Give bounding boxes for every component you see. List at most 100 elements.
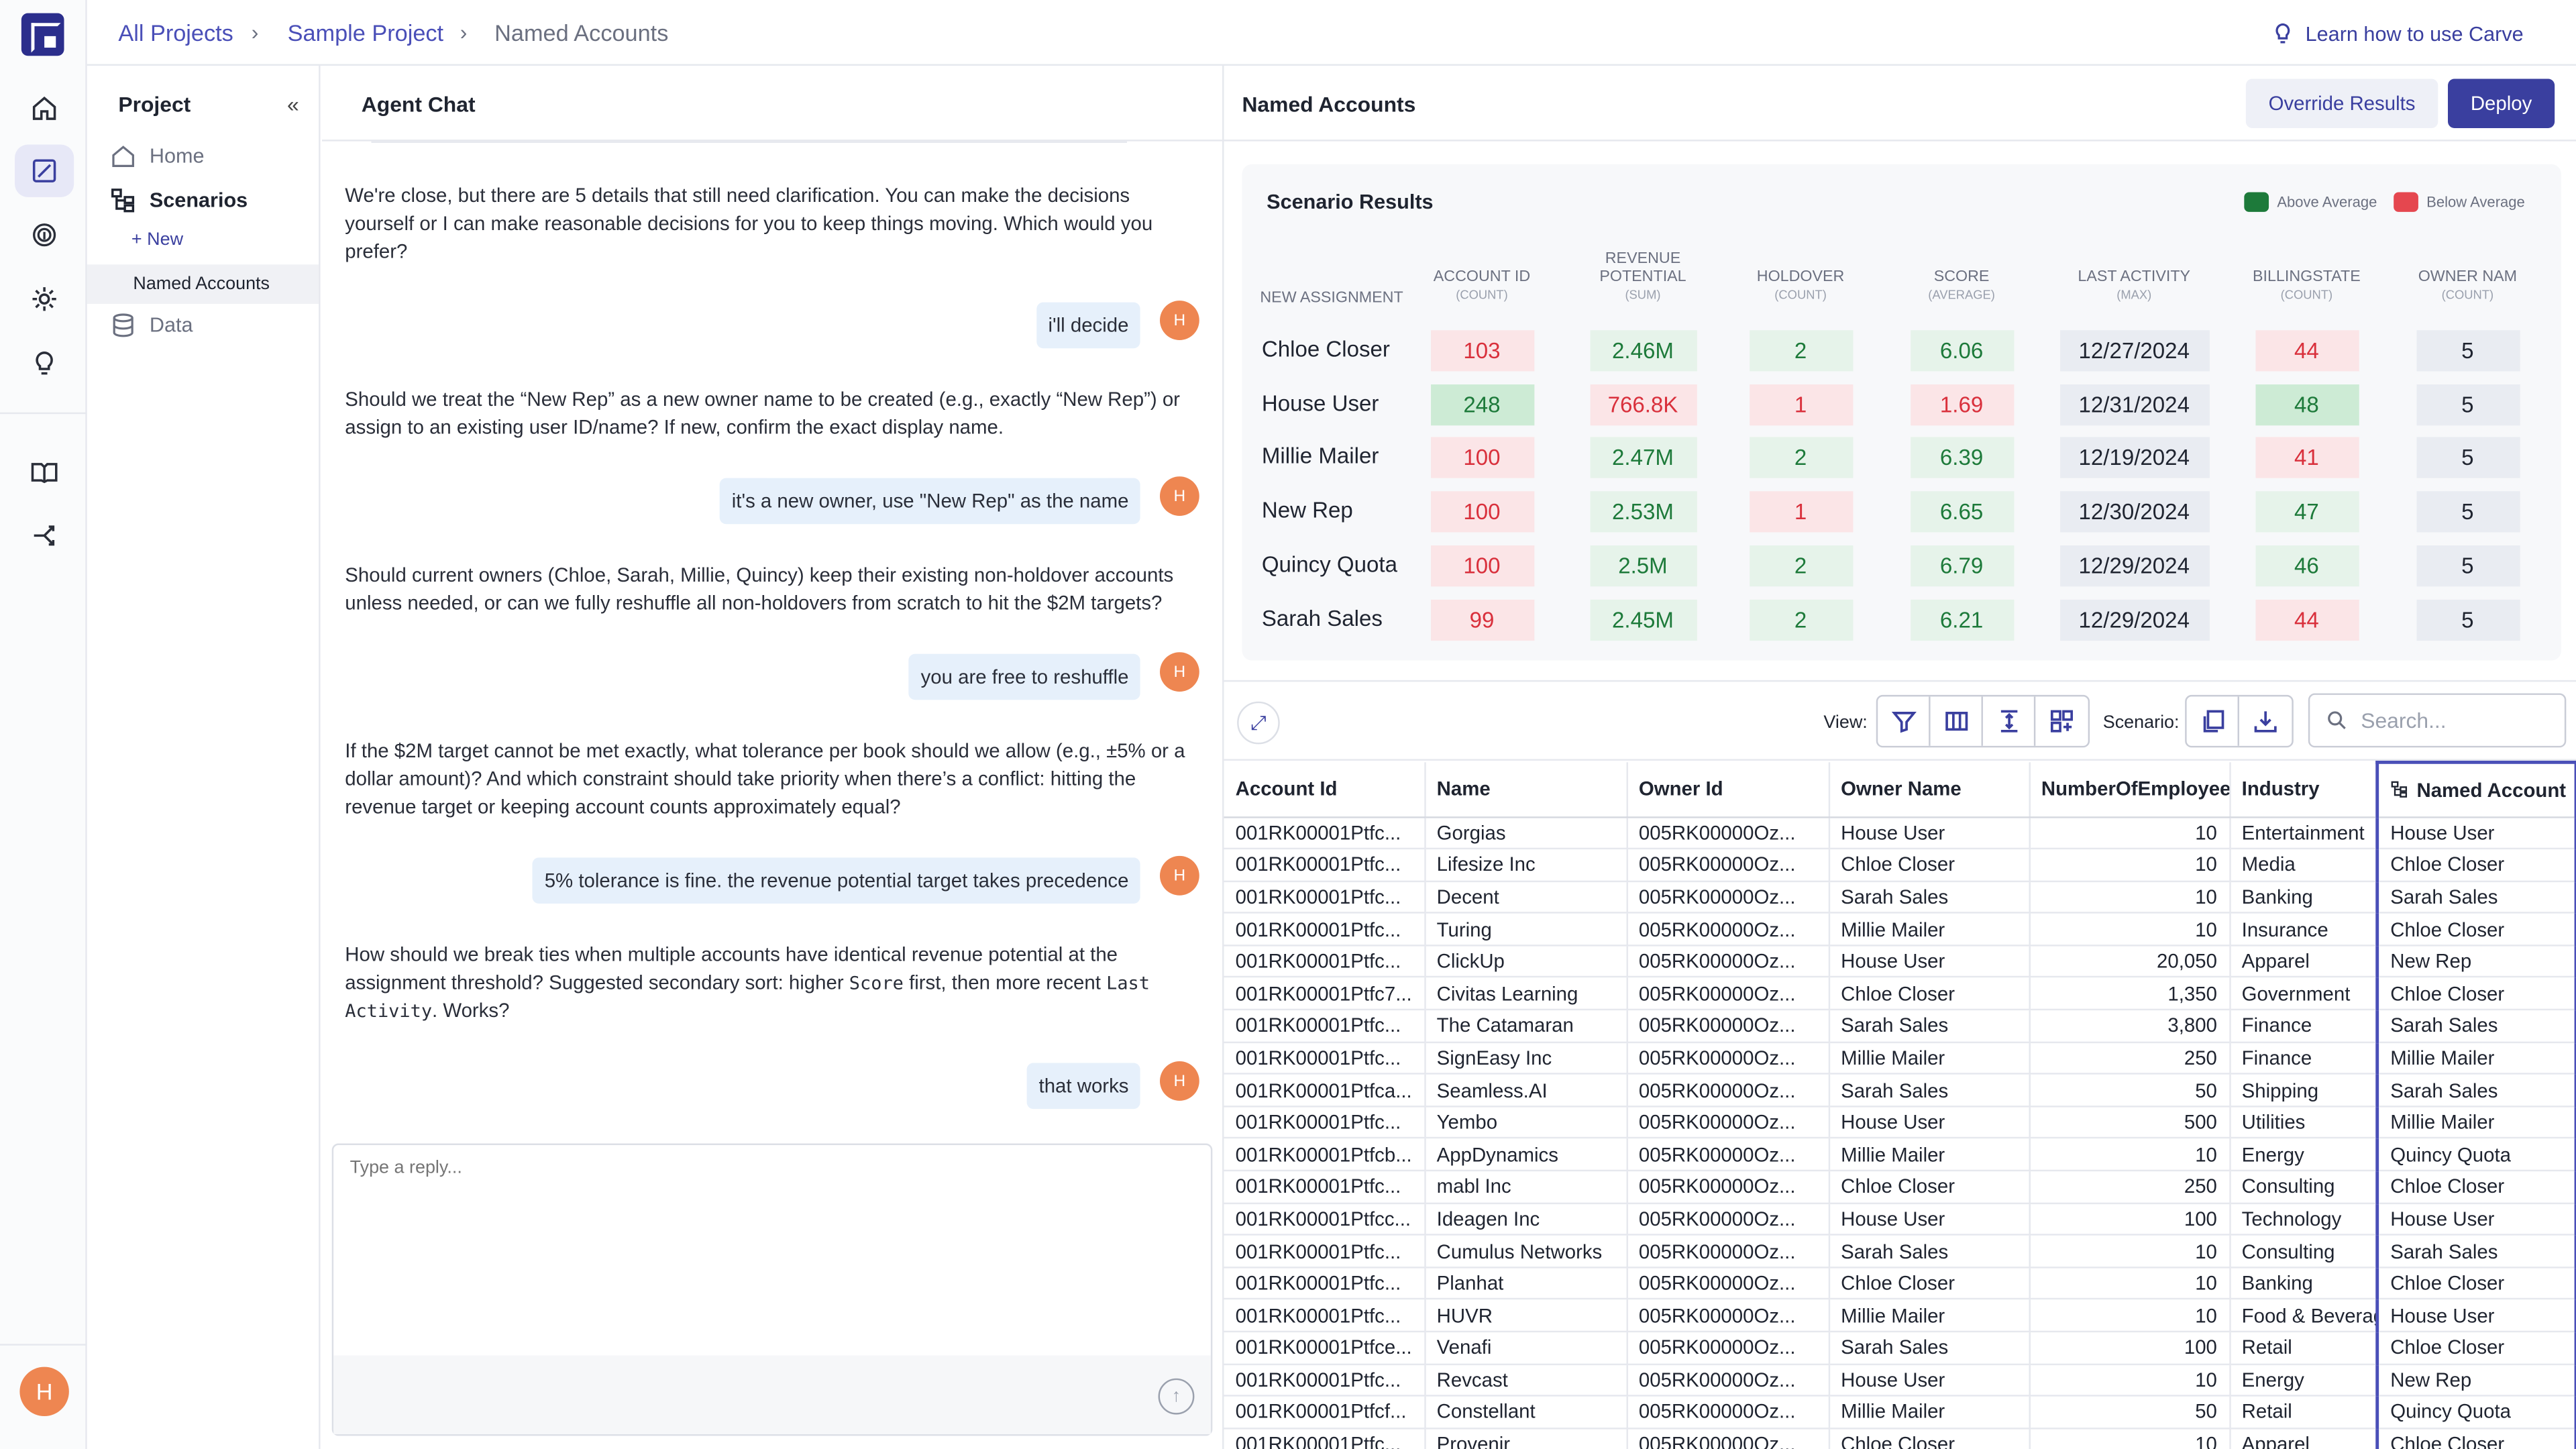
- table-cell[interactable]: Technology: [2229, 1202, 2378, 1236]
- table-cell[interactable]: Energy: [2229, 1363, 2378, 1397]
- table-cell[interactable]: Millie Mailer: [1828, 1042, 2030, 1075]
- download-icon[interactable]: [2239, 696, 2292, 745]
- column-header[interactable]: Owner Name: [1828, 762, 2030, 818]
- table-cell[interactable]: Consulting: [2229, 1170, 2378, 1204]
- scenario-cell[interactable]: 6.21: [1909, 598, 2014, 640]
- table-cell[interactable]: Consulting: [2229, 1234, 2378, 1269]
- table-cell[interactable]: Government: [2229, 977, 2378, 1011]
- table-cell[interactable]: Venafi: [1424, 1331, 1627, 1365]
- table-cell[interactable]: House User: [2375, 816, 2576, 850]
- table-cell[interactable]: 005RK00000Oz...: [1626, 1074, 1829, 1108]
- scenario-cell[interactable]: 1: [1748, 491, 1853, 533]
- user-avatar[interactable]: H: [19, 1366, 69, 1417]
- table-cell[interactable]: House User: [1828, 816, 2030, 850]
- table-cell[interactable]: Sarah Sales: [1828, 1010, 2030, 1043]
- table-cell[interactable]: 20,050: [2029, 945, 2231, 979]
- scenario-cell[interactable]: 100: [1430, 545, 1534, 586]
- sidebar-item-home[interactable]: Home: [110, 138, 319, 174]
- table-row[interactable]: 001RK00001Ptfca... Seamless.AI 005RK00000O…: [1224, 1074, 2576, 1108]
- scenario-cell[interactable]: 6.39: [1909, 437, 2014, 479]
- table-row[interactable]: 001RK00001Ptfc... Cumulus Networks 005RK00…: [1224, 1234, 2576, 1269]
- table-cell[interactable]: AppDynamics: [1424, 1138, 1627, 1172]
- table-cell[interactable]: 001RK00001Ptfc...: [1224, 1010, 1426, 1043]
- scenario-cell[interactable]: 2.46M: [1589, 330, 1697, 372]
- table-row[interactable]: 001RK00001Ptfcc... Ideagen Inc 005RK00000O…: [1224, 1202, 2576, 1236]
- table-cell[interactable]: 005RK00000Oz...: [1626, 881, 1829, 914]
- row-height-icon[interactable]: [1983, 696, 2036, 746]
- table-cell[interactable]: 10: [2029, 1428, 2231, 1449]
- scenarios-icon[interactable]: [15, 144, 74, 197]
- scenario-cell[interactable]: 12/19/2024: [2059, 437, 2209, 479]
- table-row[interactable]: 001RK00001Ptfc... Lifesize Inc 005RK00000O…: [1224, 849, 2576, 882]
- table-cell[interactable]: Quincy Quota: [2375, 1138, 2576, 1172]
- table-cell[interactable]: Insurance: [2229, 913, 2378, 947]
- table-cell[interactable]: Sarah Sales: [1828, 1074, 2030, 1108]
- table-cell[interactable]: 001RK00001Ptfc...: [1224, 1267, 1426, 1301]
- table-cell[interactable]: 001RK00001Ptfcc...: [1224, 1202, 1426, 1236]
- table-cell[interactable]: Chloe Closer: [2375, 977, 2576, 1011]
- table-cell[interactable]: Shipping: [2229, 1074, 2378, 1108]
- table-cell[interactable]: Chloe Closer: [2375, 1170, 2576, 1204]
- table-cell[interactable]: New Rep: [2375, 1363, 2576, 1397]
- table-cell[interactable]: 005RK00000Oz...: [1626, 1010, 1829, 1043]
- table-cell[interactable]: Chloe Closer: [1828, 849, 2030, 882]
- table-cell[interactable]: Food & Beverage: [2229, 1299, 2378, 1333]
- sidebar-item-data[interactable]: Data: [110, 307, 319, 343]
- table-row[interactable]: 001RK00001Ptfc... SignEasy Inc 005RK00000O…: [1224, 1042, 2576, 1075]
- lightbulb-icon[interactable]: [15, 337, 74, 389]
- table-cell[interactable]: 001RK00001Ptfca...: [1224, 1074, 1426, 1108]
- scenario-cell[interactable]: 1: [1748, 384, 1853, 425]
- scenario-item-named-accounts[interactable]: Named Accounts: [87, 264, 319, 305]
- table-cell[interactable]: Turing: [1424, 913, 1627, 947]
- scenario-cell[interactable]: 6.65: [1909, 491, 2014, 533]
- table-row[interactable]: 001RK00001Ptfcb... AppDynamics 005RK00000O…: [1224, 1138, 2576, 1172]
- table-cell[interactable]: Lifesize Inc: [1424, 849, 1627, 882]
- table-cell[interactable]: 001RK00001Ptfc7...: [1224, 977, 1426, 1011]
- send-icon[interactable]: ↑: [1158, 1378, 1195, 1415]
- table-row[interactable]: 001RK00001Ptfc... Gorgias 005RK00000Oz... H…: [1224, 816, 2576, 850]
- table-cell[interactable]: Decent: [1424, 881, 1627, 914]
- table-cell[interactable]: Millie Mailer: [2375, 1106, 2576, 1140]
- scenario-cell[interactable]: 2: [1748, 330, 1853, 372]
- table-cell[interactable]: 005RK00000Oz...: [1626, 1234, 1829, 1269]
- table-cell[interactable]: 005RK00000Oz...: [1626, 1267, 1829, 1301]
- table-cell[interactable]: 001RK00001Ptfc...: [1224, 1170, 1426, 1204]
- table-cell[interactable]: 10: [2029, 913, 2231, 947]
- column-header[interactable]: Industry: [2229, 762, 2378, 818]
- scenario-cell[interactable]: 2: [1748, 598, 1853, 640]
- table-cell[interactable]: Banking: [2229, 881, 2378, 914]
- scenario-cell[interactable]: 103: [1430, 330, 1534, 372]
- table-row[interactable]: 001RK00001Ptfc... ClickUp 005RK00000Oz... H…: [1224, 945, 2576, 979]
- table-cell[interactable]: Sarah Sales: [1828, 881, 2030, 914]
- table-cell[interactable]: 001RK00001Ptfc...: [1224, 881, 1426, 914]
- copy-icon[interactable]: [2187, 696, 2239, 746]
- scenario-cell[interactable]: 6.06: [1909, 330, 2014, 372]
- table-cell[interactable]: Chloe Closer: [1828, 1428, 2030, 1449]
- table-cell[interactable]: 100: [2029, 1331, 2231, 1365]
- table-cell[interactable]: House User: [1828, 1363, 2030, 1397]
- scenario-cell[interactable]: 2.5M: [1589, 545, 1697, 586]
- share-icon[interactable]: [15, 509, 74, 561]
- table-cell[interactable]: Millie Mailer: [2375, 1042, 2576, 1075]
- collapse-sidebar-icon[interactable]: «: [287, 92, 299, 117]
- table-cell[interactable]: 001RK00001Ptfc...: [1224, 913, 1426, 947]
- table-cell[interactable]: 005RK00000Oz...: [1626, 1331, 1829, 1365]
- table-cell[interactable]: 250: [2029, 1170, 2231, 1204]
- table-cell[interactable]: 001RK00001Ptfc...: [1224, 816, 1426, 850]
- table-cell[interactable]: 005RK00000Oz...: [1626, 1042, 1829, 1075]
- table-cell[interactable]: Chloe Closer: [2375, 1267, 2576, 1301]
- scenario-cell[interactable]: 6.79: [1909, 545, 2014, 586]
- table-cell[interactable]: 3,800: [2029, 1010, 2231, 1043]
- table-cell[interactable]: Millie Mailer: [1828, 1299, 2030, 1333]
- scenario-cell[interactable]: 248: [1430, 384, 1534, 425]
- scenario-cell[interactable]: 5: [2416, 384, 2520, 425]
- scenario-cell[interactable]: 44: [2255, 330, 2359, 372]
- layout-icon[interactable]: [2035, 696, 2088, 745]
- table-row[interactable]: 001RK00001Ptfc... Turing 005RK00000Oz... Mi…: [1224, 913, 2576, 947]
- deploy-button[interactable]: Deploy: [2448, 78, 2555, 129]
- table-row[interactable]: 001RK00001Ptfc... The Catamaran 005RK00000…: [1224, 1010, 2576, 1043]
- table-cell[interactable]: 005RK00000Oz...: [1626, 849, 1829, 882]
- table-cell[interactable]: ClickUp: [1424, 945, 1627, 979]
- table-cell[interactable]: mabl Inc: [1424, 1170, 1627, 1204]
- column-header[interactable]: Account Id: [1224, 762, 1426, 818]
